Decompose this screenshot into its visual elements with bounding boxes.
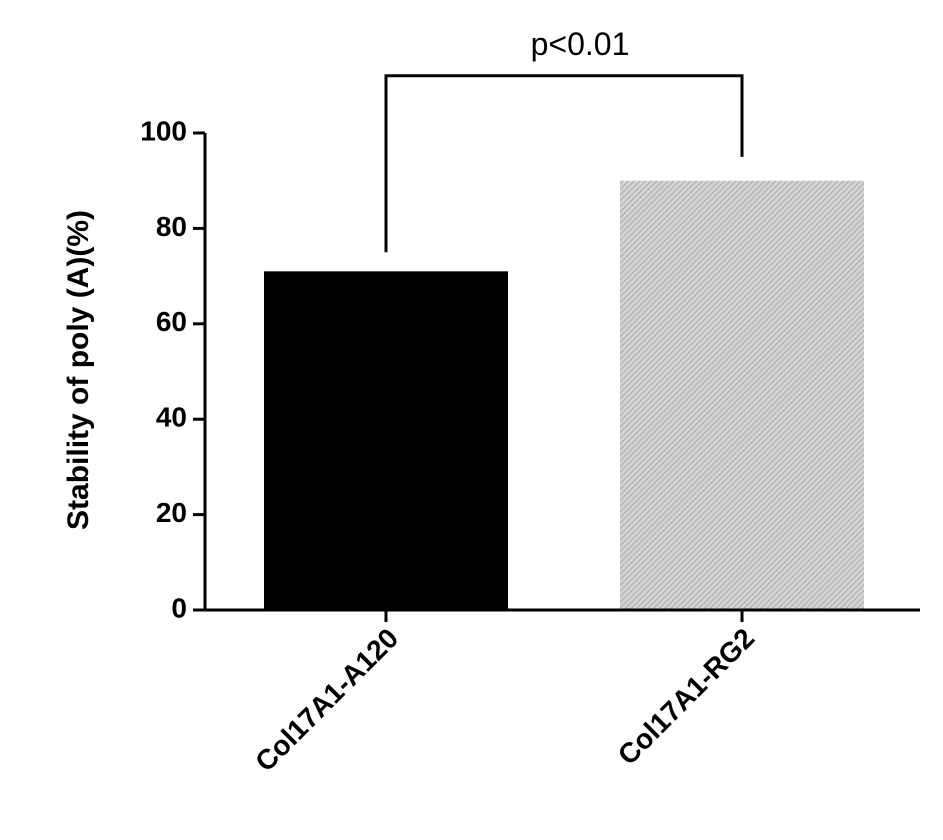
x-category-label: Col17A1-RG2 (612, 622, 760, 770)
y-tick-label: 100 (140, 115, 187, 146)
significance-annotation: p<0.01 (384, 26, 744, 253)
y-tick-label: 60 (156, 306, 187, 337)
bars-group (264, 180, 864, 610)
y-tick-label: 80 (156, 211, 187, 242)
x-category-label: Col17A1-A120 (249, 622, 404, 777)
bar-col17a1-rg2 (620, 180, 864, 610)
significance-bracket (384, 74, 744, 253)
y-axis-title: Stability of poly (A)(%) (62, 210, 95, 530)
y-tick-label: 40 (156, 402, 187, 433)
p-value-label: p<0.01 (531, 26, 630, 62)
y-tick-label: 0 (171, 592, 187, 623)
y-ticks-group: 0 20 40 60 80 100 (140, 115, 205, 623)
x-ticks-group: Col17A1-A120 Col17A1-RG2 (249, 610, 760, 777)
bar-col17a1-a120 (264, 271, 508, 610)
y-tick-label: 20 (156, 497, 187, 528)
